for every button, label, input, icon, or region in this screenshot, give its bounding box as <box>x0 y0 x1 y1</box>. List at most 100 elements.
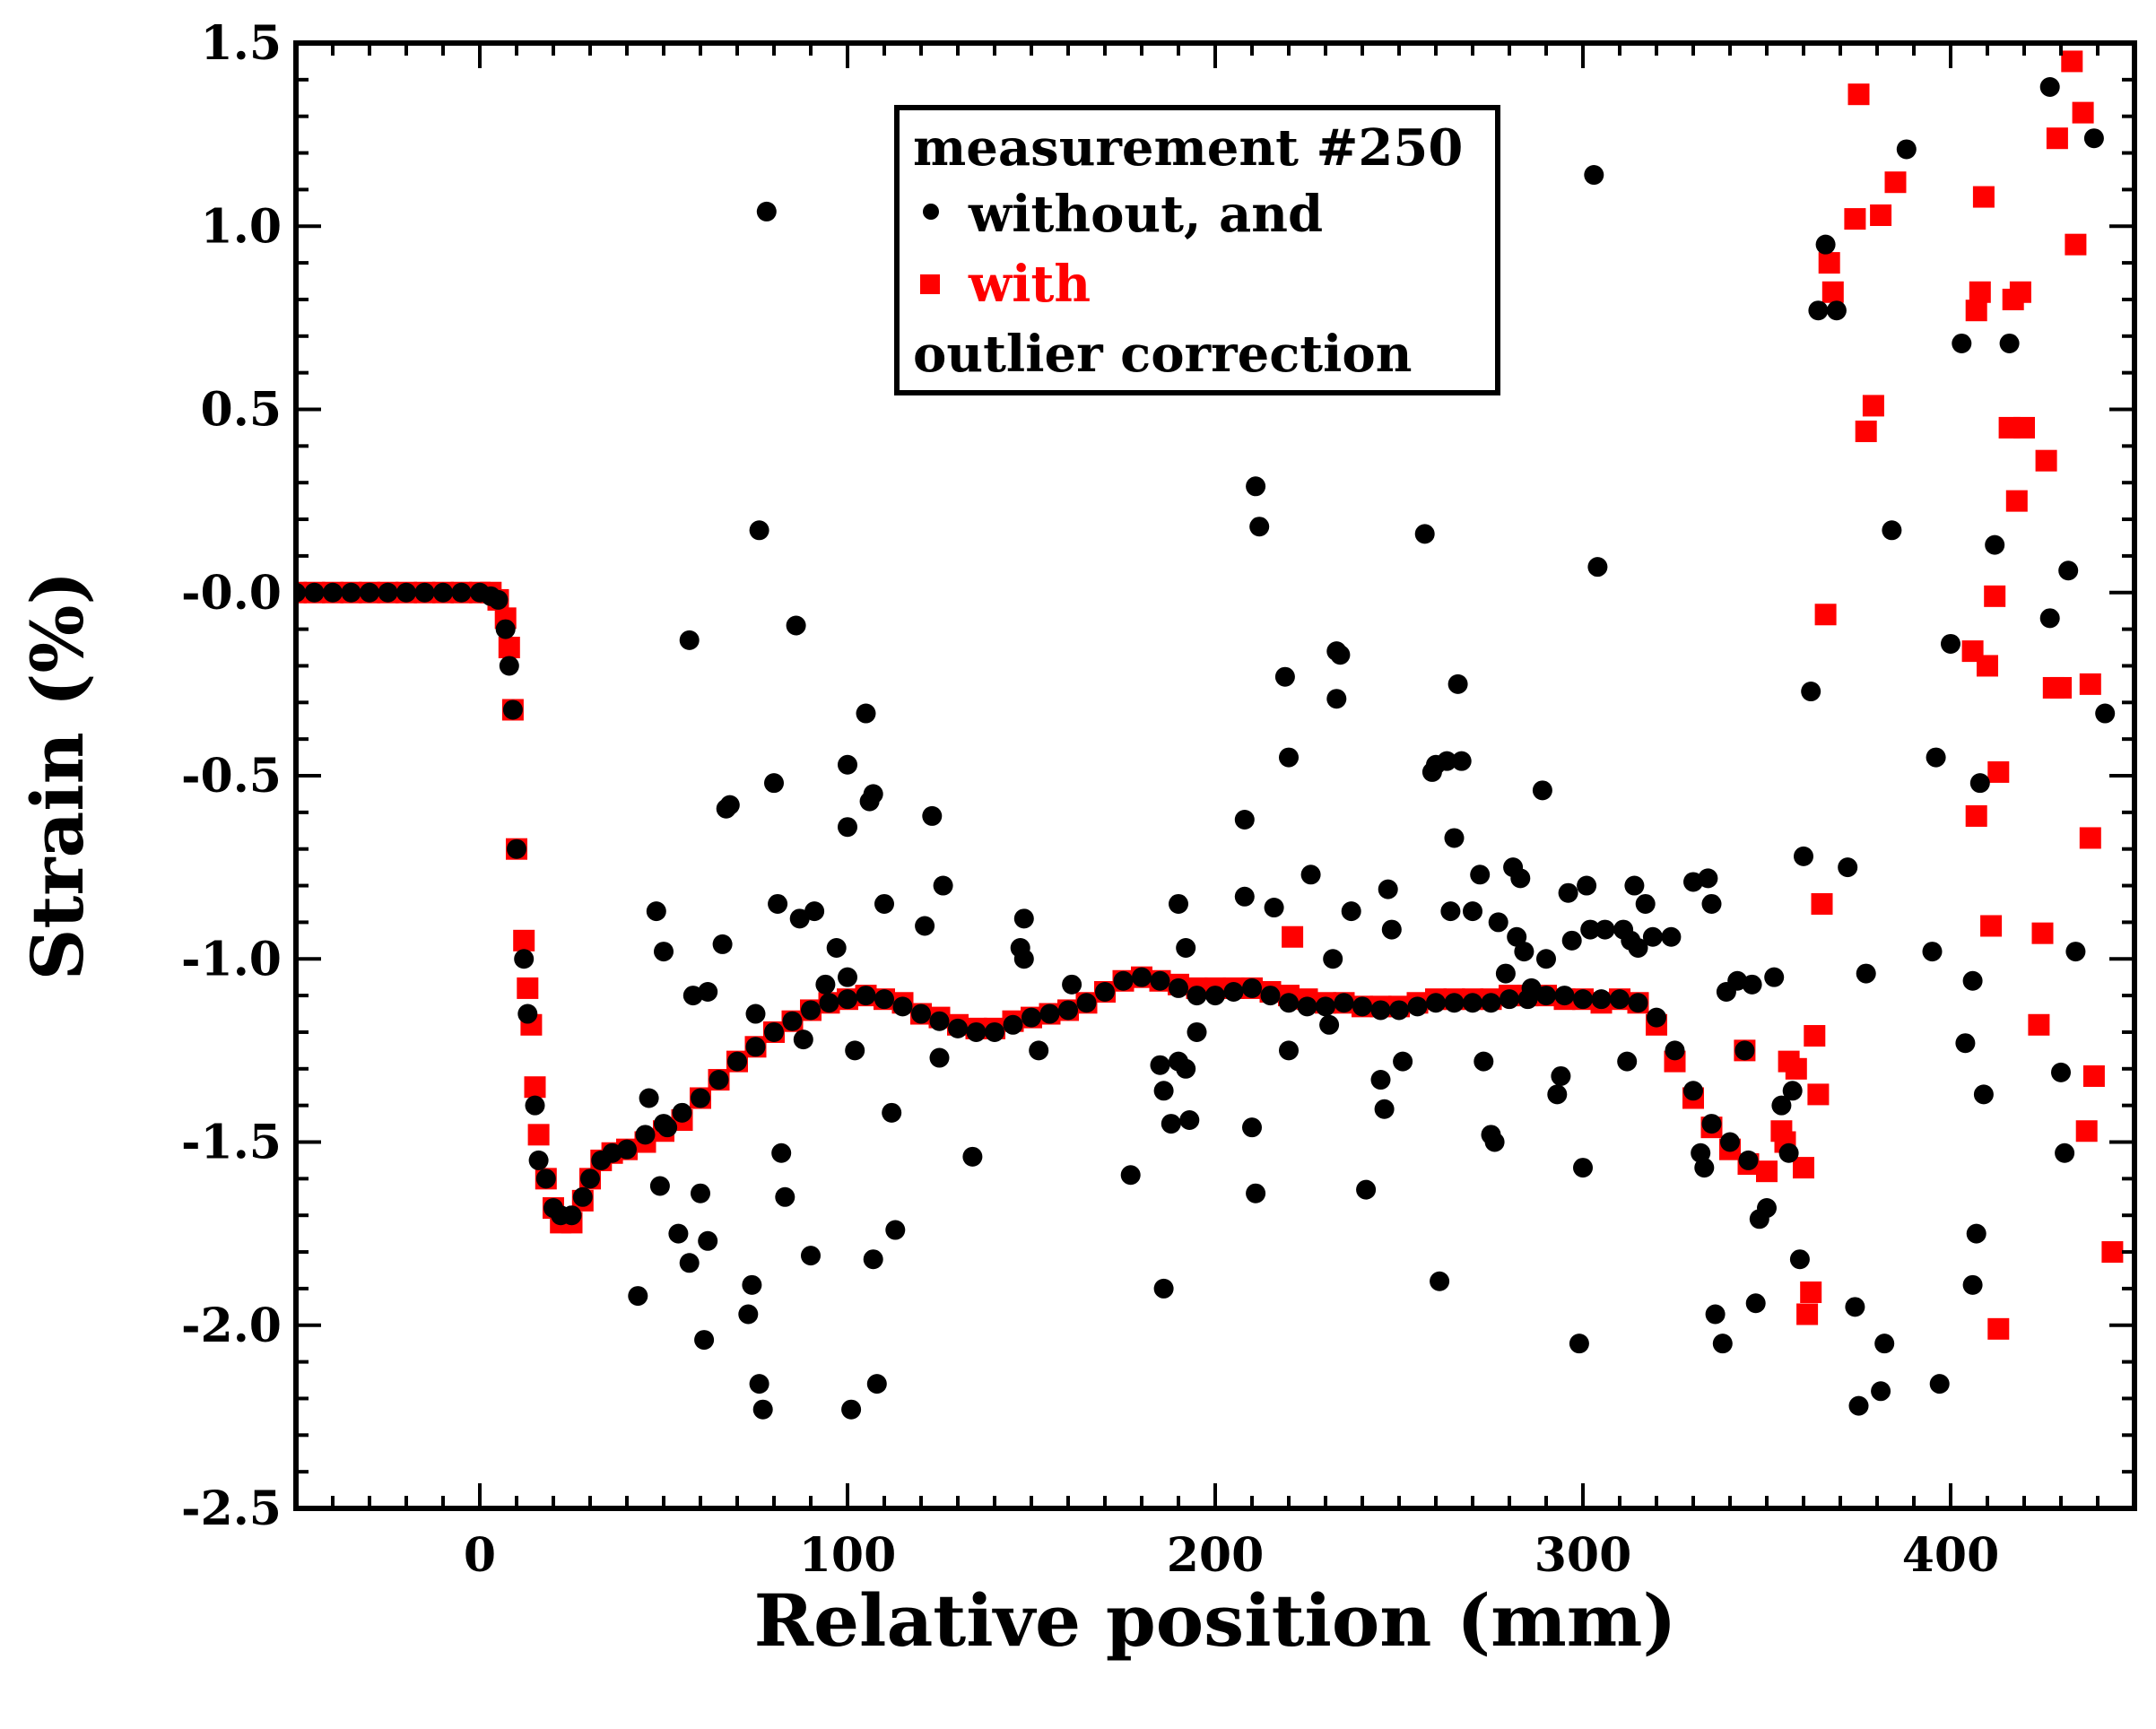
data-point-without <box>1169 977 1188 998</box>
data-point-with <box>1814 604 1837 626</box>
data-point-without <box>1647 1007 1666 1028</box>
data-point-without <box>892 996 913 1017</box>
data-point-with <box>2075 1120 2098 1143</box>
data-point-without <box>838 817 857 838</box>
data-point-without <box>801 1000 821 1021</box>
data-point-without <box>528 1150 549 1170</box>
data-point-without <box>962 1146 983 1167</box>
data-point-with <box>2005 490 2028 512</box>
data-point-without <box>749 520 769 541</box>
data-point-without <box>1495 963 1516 984</box>
data-point-without <box>433 582 453 603</box>
data-point-without <box>1474 1051 1494 1072</box>
data-point-with <box>1862 395 1884 417</box>
data-point-without <box>1587 557 1608 578</box>
data-point-without <box>2095 703 2116 724</box>
series-without <box>296 77 2116 1420</box>
data-point-without <box>1577 875 1597 896</box>
data-point-without <box>1430 1271 1450 1291</box>
data-point-without <box>1929 1374 1950 1394</box>
data-point-without <box>1440 901 1461 922</box>
data-point-without <box>535 1169 556 1189</box>
data-point-without <box>1374 1099 1395 1119</box>
data-point-without <box>1039 1004 1060 1024</box>
data-point-with <box>2046 127 2068 150</box>
data-point-with <box>2079 827 2101 849</box>
data-point-with <box>1965 804 1987 827</box>
data-point-without <box>698 1230 718 1251</box>
data-point-without <box>1249 517 1270 537</box>
data-point-without <box>775 1186 795 1207</box>
data-point-without <box>1547 1084 1568 1105</box>
data-point-without <box>1426 993 1446 1013</box>
y-tick-label: -1.5 <box>181 1116 282 1170</box>
data-point-without <box>793 1030 813 1050</box>
data-point-with <box>527 1124 550 1146</box>
data-point-without <box>922 805 943 826</box>
data-point-without <box>1062 974 1082 995</box>
data-point-without <box>874 989 894 1010</box>
data-point-without <box>885 1220 906 1240</box>
data-point-without <box>1558 882 1578 903</box>
data-point-without <box>572 1186 593 1207</box>
data-point-without <box>1132 967 1152 987</box>
data-point-with <box>1870 204 1892 226</box>
data-point-without <box>1826 300 1847 321</box>
data-point-without <box>1274 666 1295 687</box>
data-point-without <box>1414 524 1435 544</box>
data-point-without <box>1536 986 1556 1006</box>
data-point-without <box>2083 128 2104 149</box>
data-point-without <box>1179 1109 1200 1130</box>
data-point-without <box>525 1095 545 1116</box>
data-point-with <box>1969 281 1991 303</box>
data-point-without <box>1698 868 1718 889</box>
data-point-without <box>1437 751 1457 771</box>
data-point-without <box>749 1374 769 1394</box>
data-point-without <box>668 1223 689 1244</box>
data-point-without <box>1323 949 1343 969</box>
data-point-without <box>1316 996 1335 1017</box>
data-point-with <box>2009 281 2031 303</box>
data-point-without <box>507 838 526 859</box>
data-point-with <box>1847 83 1870 106</box>
data-point-without <box>1628 993 1648 1013</box>
data-point-without <box>580 1169 600 1189</box>
data-point-without <box>1444 993 1465 1013</box>
data-point-without <box>712 934 733 954</box>
data-point-without <box>1447 673 1468 694</box>
data-point-without <box>1742 974 1762 995</box>
data-point-without <box>323 582 343 603</box>
data-point-without <box>1845 1297 1865 1317</box>
data-point-without <box>863 784 883 804</box>
data-point-without <box>1871 1381 1891 1402</box>
data-point-without <box>1463 993 1482 1013</box>
data-point-with <box>2061 50 2083 73</box>
data-point-with <box>524 1076 546 1099</box>
data-point-without <box>1330 645 1351 665</box>
data-point-without <box>1153 1278 1174 1299</box>
data-point-without <box>1150 970 1170 991</box>
data-point-without <box>727 1051 747 1072</box>
data-point-without <box>742 1274 762 1295</box>
data-point-without <box>1712 1334 1733 1354</box>
data-point-without <box>1955 1033 1976 1054</box>
data-point-without <box>1234 886 1255 907</box>
data-point-without <box>826 937 847 958</box>
data-point-without <box>1580 919 1601 940</box>
data-point-without <box>1334 993 1354 1013</box>
data-point-with <box>1756 1160 1778 1183</box>
data-point-without <box>1370 1000 1391 1021</box>
data-point-without <box>1370 1070 1391 1090</box>
data-point-without <box>1176 1058 1196 1079</box>
data-point-without <box>1661 926 1682 947</box>
data-point-without <box>815 974 836 995</box>
data-point-with <box>1972 186 1995 208</box>
data-point-without <box>966 1021 987 1042</box>
y-tick-label: 1.0 <box>201 199 282 254</box>
legend-label-without: without, and <box>968 185 1323 244</box>
data-point-without <box>1624 875 1645 896</box>
data-point-without <box>1013 908 1034 929</box>
data-point-without <box>1389 1000 1409 1021</box>
data-point-without <box>1628 937 1648 958</box>
data-point-without <box>1013 949 1034 969</box>
